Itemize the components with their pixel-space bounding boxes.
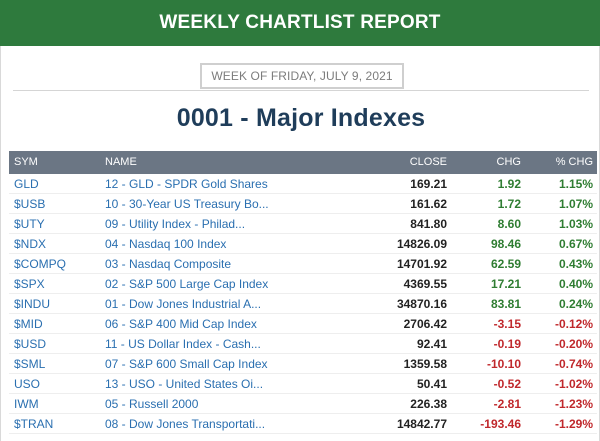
name-link[interactable]: 12 - GLD - SPDR Gold Shares: [105, 177, 268, 191]
change-value: 1.72: [497, 197, 521, 211]
name-link[interactable]: 05 - Russell 2000: [105, 397, 199, 411]
close-value: 92.41: [416, 337, 447, 351]
symbol-link[interactable]: GLD: [14, 177, 39, 191]
report-banner: WEEKLY CHARTLIST REPORT: [0, 0, 600, 46]
close-value: 2706.42: [403, 317, 447, 331]
table-row[interactable]: GLD 12 - GLD - SPDR Gold Shares 169.21 1.92…: [9, 174, 597, 194]
report-frame: WEEK OF FRIDAY, JULY 9, 2021 0001 - Majo…: [0, 46, 600, 441]
symbol-link[interactable]: $USB: [14, 197, 46, 211]
change-value: -0.19: [493, 337, 521, 351]
change-value: 83.81: [490, 297, 521, 311]
table-row[interactable]: $SPX 02 - S&P 500 Large Cap Index 4369.55 1…: [9, 274, 597, 294]
divider: [13, 90, 589, 91]
percent-change: 0.43%: [558, 257, 593, 271]
percent-change: -0.74%: [554, 357, 593, 371]
table-row[interactable]: $MID 06 - S&P 400 Mid Cap Index 2706.42 -3.…: [9, 314, 597, 334]
report-title: WEEKLY CHARTLIST REPORT: [159, 12, 441, 33]
change-value: -3.15: [493, 317, 521, 331]
change-value: 62.59: [490, 257, 521, 271]
symbol-link[interactable]: USO: [14, 377, 41, 391]
close-value: 169.21: [410, 177, 447, 191]
change-value: 1.92: [497, 177, 521, 191]
close-value: 4369.55: [403, 277, 447, 291]
percent-change: -1.23%: [554, 397, 593, 411]
chartlist-title: 0001 - Major Indexes: [176, 104, 426, 132]
header-sym[interactable]: SYM: [14, 156, 38, 168]
header-pct[interactable]: % CHG: [555, 156, 593, 168]
name-link[interactable]: 08 - Dow Jones Transportati...: [105, 417, 266, 431]
percent-change: -0.12%: [554, 317, 593, 331]
change-value: 98.46: [490, 237, 521, 251]
name-link[interactable]: 03 - Nasdaq Composite: [105, 257, 232, 271]
indexes-table: SYM NAME CLOSE CHG % CHG GLD 12 - GLD - S…: [9, 151, 597, 434]
close-value: 161.62: [410, 197, 447, 211]
name-link[interactable]: 11 - US Dollar Index - Cash...: [105, 337, 261, 351]
name-link[interactable]: 13 - USO - United States Oi...: [105, 377, 264, 391]
name-link[interactable]: 10 - 30-Year US Treasury Bo...: [105, 197, 269, 211]
close-value: 841.80: [410, 217, 447, 231]
symbol-link[interactable]: $SML: [14, 357, 46, 371]
symbol-link[interactable]: $UTY: [14, 217, 45, 231]
percent-change: 1.07%: [558, 197, 593, 211]
table-row[interactable]: $COMPQ 03 - Nasdaq Composite 14701.92 62.59…: [9, 254, 597, 274]
table-row[interactable]: $USD 11 - US Dollar Index - Cash... 92.41 -…: [9, 334, 597, 354]
table-row[interactable]: $UTY 09 - Utility Index - Philad... 841.80…: [9, 214, 597, 234]
symbol-link[interactable]: $SPX: [14, 277, 45, 291]
symbol-link[interactable]: $MID: [14, 317, 43, 331]
name-link[interactable]: 09 - Utility Index - Philad...: [105, 217, 246, 231]
percent-change: 0.40%: [558, 277, 593, 291]
percent-change: -1.02%: [554, 377, 593, 391]
symbol-link[interactable]: $USD: [14, 337, 47, 351]
header-name[interactable]: NAME: [105, 156, 137, 168]
change-value: -193.46: [480, 417, 521, 431]
name-link[interactable]: 02 - S&P 500 Large Cap Index: [105, 277, 269, 291]
percent-change: -0.20%: [554, 337, 593, 351]
table-row[interactable]: IWM 05 - Russell 2000 226.38 -2.81 -1.23%: [9, 394, 597, 414]
percent-change: 0.24%: [558, 297, 593, 311]
close-value: 34870.16: [396, 297, 447, 311]
week-label: WEEK OF FRIDAY, JULY 9, 2021: [211, 69, 393, 83]
close-value: 14842.77: [396, 417, 447, 431]
table-row[interactable]: $SML 07 - S&P 600 Small Cap Index 1359.58 -…: [9, 354, 597, 374]
close-value: 14826.09: [396, 237, 447, 251]
name-link[interactable]: 06 - S&P 400 Mid Cap Index: [105, 317, 257, 331]
change-value: 8.60: [497, 217, 521, 231]
percent-change: 1.15%: [558, 177, 593, 191]
symbol-link[interactable]: IWM: [14, 397, 39, 411]
close-value: 50.41: [416, 377, 447, 391]
table-row[interactable]: $TRAN 08 - Dow Jones Transportati... 14842…: [9, 414, 597, 434]
table-row[interactable]: USO 13 - USO - United States Oi... 50.41 -0…: [9, 374, 597, 394]
table-body: GLD 12 - GLD - SPDR Gold Shares 169.21 1.92…: [9, 174, 597, 434]
change-value: -10.10: [486, 357, 521, 371]
change-value: -2.81: [493, 397, 521, 411]
name-link[interactable]: 07 - S&P 600 Small Cap Index: [105, 357, 268, 371]
name-link[interactable]: 04 - Nasdaq 100 Index: [105, 237, 227, 251]
symbol-link[interactable]: $NDX: [14, 237, 47, 251]
name-link[interactable]: 01 - Dow Jones Industrial A...: [105, 297, 262, 311]
change-value: -0.52: [493, 377, 521, 391]
symbol-link[interactable]: $INDU: [14, 297, 51, 311]
header-chg[interactable]: CHG: [496, 156, 521, 168]
table-row[interactable]: $NDX 04 - Nasdaq 100 Index 14826.09 98.46 0.…: [9, 234, 597, 254]
symbol-link[interactable]: $TRAN: [14, 417, 54, 431]
close-value: 1359.58: [403, 357, 447, 371]
change-value: 17.21: [490, 277, 521, 291]
percent-change: 1.03%: [558, 217, 593, 231]
header-close[interactable]: CLOSE: [409, 156, 447, 168]
percent-change: -1.29%: [554, 417, 593, 431]
week-label-box: WEEK OF FRIDAY, JULY 9, 2021: [200, 63, 404, 89]
percent-change: 0.67%: [558, 237, 593, 251]
close-value: 14701.92: [396, 257, 447, 271]
symbol-link[interactable]: $COMPQ: [14, 257, 67, 271]
table-row[interactable]: $INDU 01 - Dow Jones Industrial A... 34870…: [9, 294, 597, 314]
table-header: SYM NAME CLOSE CHG % CHG: [9, 151, 597, 174]
table-row[interactable]: $USB 10 - 30-Year US Treasury Bo... 161.62…: [9, 194, 597, 214]
close-value: 226.38: [410, 397, 447, 411]
